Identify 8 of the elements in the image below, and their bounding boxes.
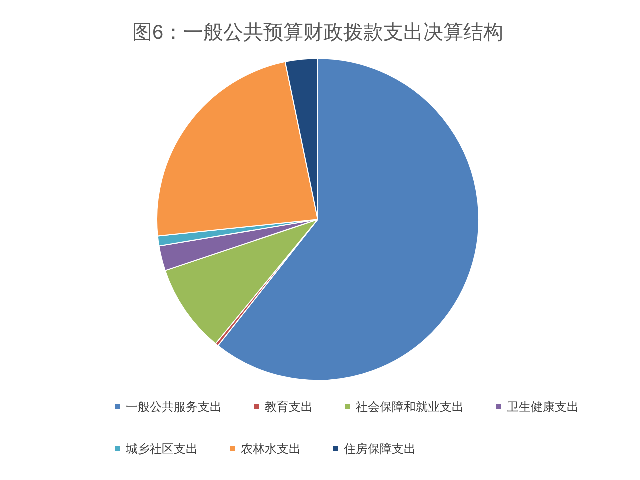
legend-label: 住房保障支出 bbox=[343, 442, 416, 456]
legend-label: 社会保障和就业支出 bbox=[356, 400, 464, 414]
legend-label: 教育支出 bbox=[265, 400, 313, 414]
legend-label: 卫生健康支出 bbox=[507, 400, 579, 414]
legend-label: 农林水支出 bbox=[241, 442, 301, 456]
chart-title: 图6：一般公共预算财政拨款支出决算结构 bbox=[132, 22, 504, 44]
legend-label: 城乡社区支出 bbox=[125, 442, 198, 456]
legend-label: 一般公共服务支出 bbox=[126, 400, 222, 414]
